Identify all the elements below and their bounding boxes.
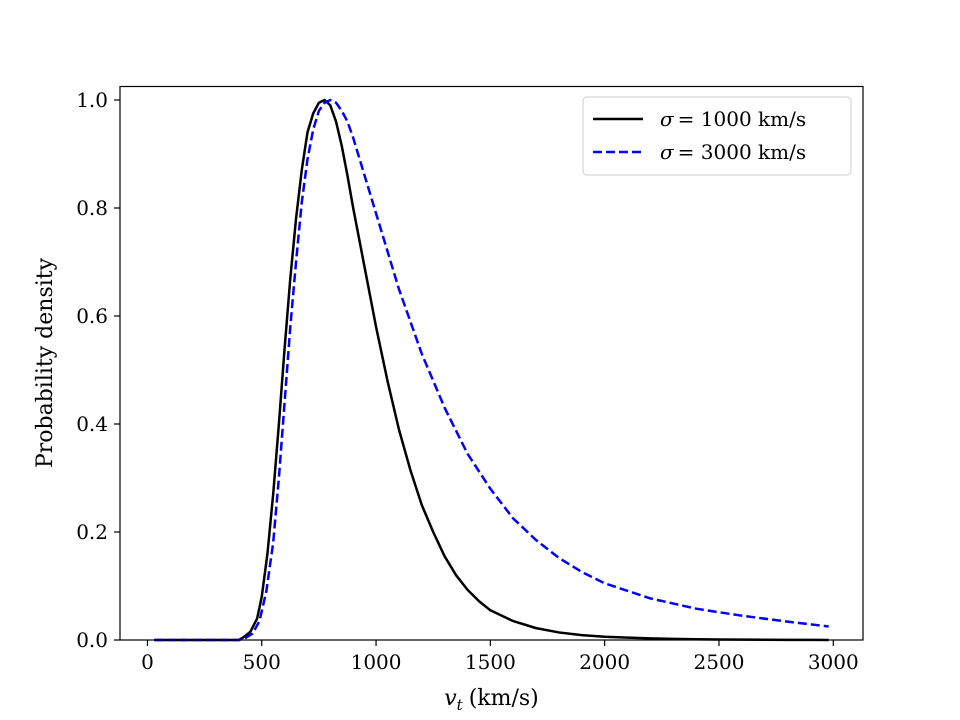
series-line-2	[154, 98, 829, 642]
x-axis-label: vt (km/s)	[444, 686, 539, 714]
y-tick-label: 0.0	[76, 628, 108, 652]
series-layer	[154, 98, 829, 642]
legend-label-series-2: σ = 3000 km/s	[660, 140, 806, 164]
y-tick-label: 0.4	[76, 412, 108, 436]
y-axis-ticks: 0.0 0.2 0.4 0.6 0.8 1.0	[76, 88, 120, 652]
x-tick-label: 2500	[694, 650, 745, 674]
y-axis-label: Probability density	[33, 257, 58, 468]
legend-box	[582, 96, 852, 176]
y-tick-label: 0.8	[76, 196, 108, 220]
x-tick-label: 2000	[579, 650, 630, 674]
plot-area	[119, 85, 864, 642]
y-tick-label: 0.2	[76, 520, 108, 544]
x-axis-label-unit: (km/s)	[469, 686, 539, 711]
x-tick-label: 0	[141, 650, 154, 674]
x-tick-label: 1000	[351, 650, 402, 674]
x-axis-label-sub: t	[457, 696, 464, 714]
x-tick-label: 500	[243, 650, 281, 674]
axes-frame	[119, 85, 864, 641]
y-tick-label: 0.6	[76, 304, 108, 328]
y-tick-label: 1.0	[76, 88, 108, 112]
legend-label-series-1: σ = 1000 km/s	[660, 107, 806, 131]
series-line-1	[154, 98, 829, 642]
legend: σ = 1000 km/s σ = 3000 km/s	[582, 96, 852, 176]
x-axis-label-var: v	[444, 686, 457, 711]
x-axis-ticks: 0 500 1000 1500 2000 2500 3000	[141, 640, 859, 674]
x-tick-label: 1500	[465, 650, 516, 674]
x-tick-label: 3000	[808, 650, 859, 674]
